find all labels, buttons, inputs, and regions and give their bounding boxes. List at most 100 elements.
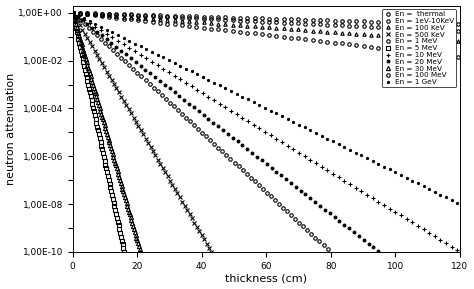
Line: En = 100 KeV: En = 100 KeV xyxy=(71,11,462,43)
En =  thermal xyxy=(421,21,427,25)
En = 100 MeV xyxy=(282,208,288,211)
En = 5 MeV xyxy=(76,41,82,45)
En = 1 MeV xyxy=(305,38,311,41)
En = 100 KeV xyxy=(70,11,75,14)
En = 10 MeV xyxy=(286,145,292,148)
En = 30 MeV xyxy=(121,192,127,196)
Line: En = 1eV-10KeV: En = 1eV-10KeV xyxy=(71,11,462,32)
En = 500 KeV xyxy=(144,138,149,142)
En =  thermal xyxy=(355,19,360,23)
En = 100 KeV xyxy=(457,40,463,43)
En = 500 KeV xyxy=(132,119,138,122)
En = 1 MeV xyxy=(457,55,463,59)
En = 30 MeV xyxy=(71,14,76,17)
En = 5 MeV xyxy=(95,129,101,132)
En = 500 KeV xyxy=(114,88,120,91)
En = 10 MeV xyxy=(457,250,463,254)
En = 10 MeV xyxy=(421,228,427,232)
En = 100 MeV xyxy=(255,183,261,186)
X-axis label: thickness (cm): thickness (cm) xyxy=(225,273,307,284)
En = 1 GeV xyxy=(190,71,196,74)
Line: En = 500 KeV: En = 500 KeV xyxy=(70,10,214,254)
En = 30 MeV xyxy=(70,11,75,14)
En = 500 KeV xyxy=(152,152,157,156)
Line: En = 30 MeV: En = 30 MeV xyxy=(71,11,143,254)
En = 10 MeV xyxy=(190,86,196,89)
En = 100 KeV xyxy=(355,32,360,36)
En = 1 MeV xyxy=(70,11,75,14)
En = 1 MeV xyxy=(286,36,292,39)
En = 20 MeV xyxy=(70,11,75,14)
En = 100 MeV xyxy=(296,221,302,225)
En = 1 GeV xyxy=(305,127,311,131)
En = 20 MeV xyxy=(286,180,292,184)
En = 1 GeV xyxy=(457,202,463,206)
En = 100 MeV xyxy=(70,11,75,14)
En = 1 MeV xyxy=(355,43,360,47)
En =  thermal xyxy=(286,17,292,21)
En = 10 MeV xyxy=(233,112,239,115)
En = 1 GeV xyxy=(233,92,239,95)
En = 1 MeV xyxy=(233,30,239,33)
En = 1 GeV xyxy=(421,185,427,188)
En = 5 MeV xyxy=(70,11,75,14)
En = 1eV-10KeV xyxy=(305,22,311,25)
En =  thermal xyxy=(70,11,75,14)
En = 10 MeV xyxy=(305,156,311,160)
Line: En = 1 GeV: En = 1 GeV xyxy=(71,11,462,206)
En = 1eV-10KeV xyxy=(233,18,239,22)
En = 100 KeV xyxy=(190,20,196,23)
En = 1 MeV xyxy=(190,25,196,28)
En = 30 MeV xyxy=(100,118,106,121)
Y-axis label: neutron attenuation: neutron attenuation xyxy=(6,73,16,185)
En = 10 MeV xyxy=(70,11,75,14)
En = 1eV-10KeV xyxy=(286,21,292,25)
En = 30 MeV xyxy=(137,250,143,254)
En = 20 MeV xyxy=(355,233,360,236)
En = 5 MeV xyxy=(99,144,104,147)
En = 500 KeV xyxy=(209,250,214,254)
En = 100 KeV xyxy=(286,27,292,31)
En = 10 MeV xyxy=(355,187,360,190)
En = 5 MeV xyxy=(91,110,97,113)
En = 1eV-10KeV xyxy=(70,11,75,14)
En = 5 MeV xyxy=(102,163,108,166)
En = 100 KeV xyxy=(305,28,311,32)
En = 100 KeV xyxy=(233,23,239,27)
En = 500 KeV xyxy=(70,11,75,14)
Line: En = 100 MeV: En = 100 MeV xyxy=(71,11,333,254)
En = 100 MeV xyxy=(203,135,209,138)
En = 5 MeV xyxy=(103,167,109,170)
En = 500 KeV xyxy=(81,29,86,33)
En = 5 MeV xyxy=(121,250,127,254)
En = 1 GeV xyxy=(355,152,360,155)
En = 1eV-10KeV xyxy=(421,27,427,31)
Line: En =  thermal: En = thermal xyxy=(71,11,462,26)
Legend: En =  thermal, En = 1eV-10KeV, En = 100 KeV, En = 500 KeV, En = 1 MeV, En = 5 Me: En = thermal, En = 1eV-10KeV, En = 100 K… xyxy=(382,9,456,87)
Line: En = 1 MeV: En = 1 MeV xyxy=(71,11,462,59)
En = 20 MeV xyxy=(190,105,196,108)
En = 1 GeV xyxy=(286,118,292,122)
En = 30 MeV xyxy=(125,204,130,208)
En =  thermal xyxy=(233,16,239,19)
Line: En = 5 MeV: En = 5 MeV xyxy=(71,11,127,254)
Line: En = 10 MeV: En = 10 MeV xyxy=(70,10,462,254)
En = 100 MeV xyxy=(107,45,113,49)
Line: En = 20 MeV: En = 20 MeV xyxy=(70,10,463,289)
En = 100 MeV xyxy=(252,180,257,183)
En = 30 MeV xyxy=(103,129,109,133)
En = 20 MeV xyxy=(421,286,427,289)
En =  thermal xyxy=(305,18,311,21)
En = 500 KeV xyxy=(110,81,116,84)
En = 1 MeV xyxy=(421,51,427,55)
En = 20 MeV xyxy=(233,138,239,142)
En = 1 GeV xyxy=(70,11,75,14)
En = 30 MeV xyxy=(74,25,80,29)
En = 100 MeV xyxy=(328,250,334,254)
En = 100 KeV xyxy=(421,37,427,40)
En =  thermal xyxy=(457,23,463,26)
En = 1eV-10KeV xyxy=(190,16,196,20)
En = 20 MeV xyxy=(305,194,311,198)
En =  thermal xyxy=(190,14,196,18)
En = 1eV-10KeV xyxy=(457,29,463,32)
